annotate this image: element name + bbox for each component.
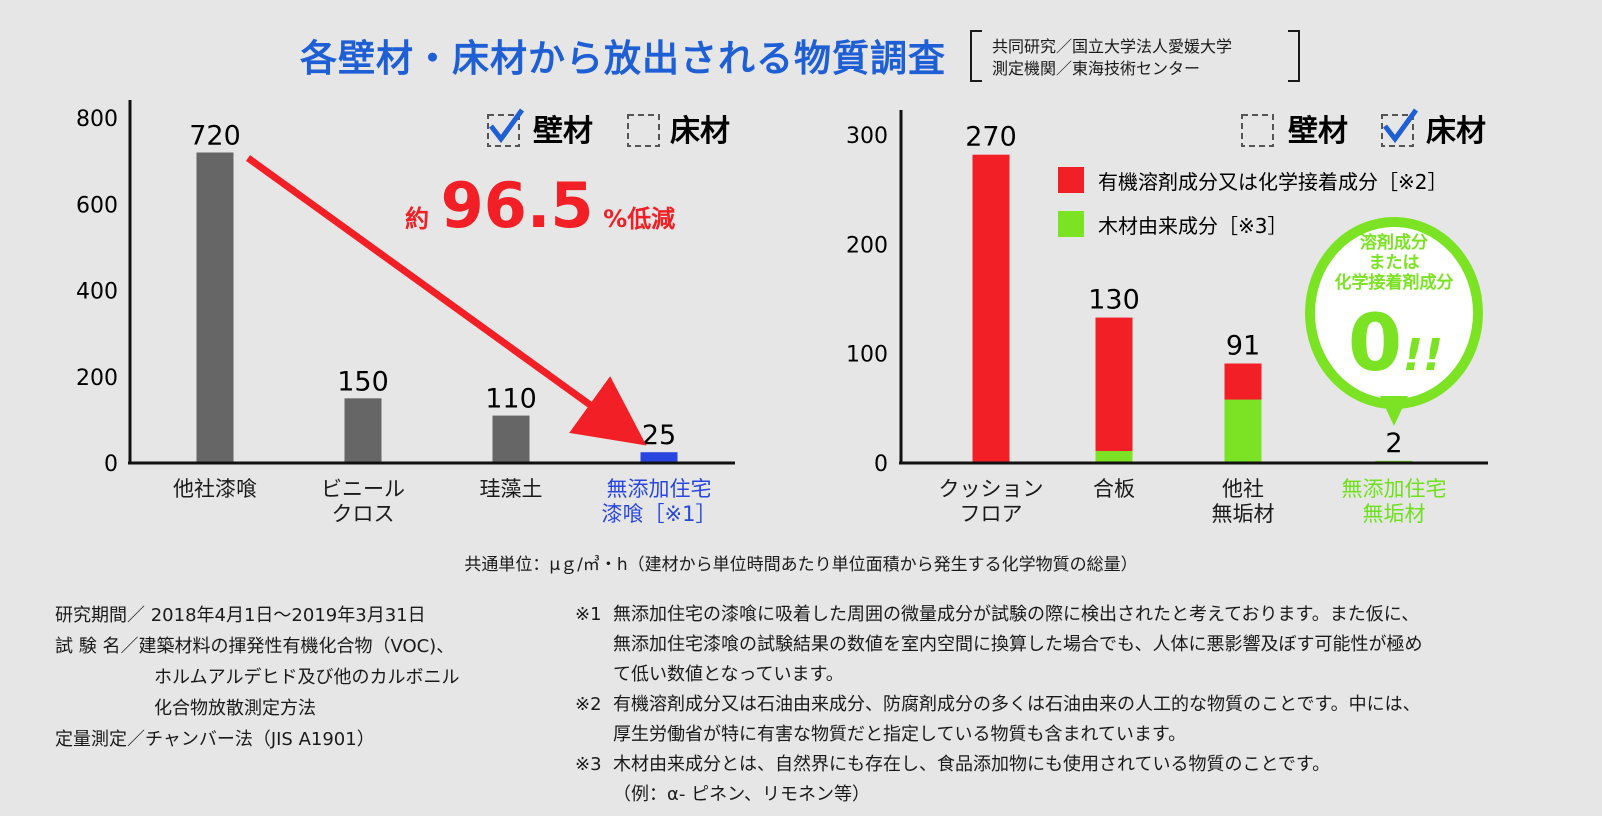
footnote-mark: ※3 (575, 754, 602, 775)
category-label: クロス (332, 502, 395, 526)
category-label: クッション (939, 477, 1044, 501)
floor-toggle-label: 床材 (1426, 114, 1486, 149)
footnote-line: 木材由来成分とは、自然界にも存在し、食品添加物にも使用されている物質のことです。 (613, 754, 1331, 775)
y-tick-label: 200 (846, 233, 888, 258)
footnote-line: 厚生労働省が特に有害な物質だと指定している物質も含まれています。 (613, 724, 1187, 745)
y-tick-label: 0 (104, 452, 118, 477)
study-test-name: 試 験 名／建築材料の揮発性有機化合物（VOC)、 (55, 636, 455, 657)
value-label: 720 (189, 121, 241, 152)
page-title: 各壁材・床材から放出される物質調査 (300, 37, 946, 80)
legend-label-organic: 有機溶剤成分又は化学接着成分［※2］ (1098, 170, 1447, 194)
bracket-right (1288, 30, 1300, 82)
y-tick-label: 100 (846, 343, 888, 368)
footnote-3: ※3 木材由来成分とは、自然界にも存在し、食品添加物にも使用されている物質のこと… (575, 750, 1565, 810)
bubble-line-2: または (1369, 253, 1420, 273)
category-label: ビニール (321, 477, 405, 501)
credit-box: 共同研究／国立大学法人愛媛大学 測定機関／東海技術センター (970, 30, 1300, 82)
bar-segment-wood (1095, 450, 1133, 463)
footnote-mark: ※1 (575, 604, 602, 625)
category-label: 他社 (1222, 477, 1264, 501)
study-test-name-3: 化合物放散測定方法 (154, 698, 316, 719)
bubble-zero: 0 (1348, 299, 1402, 389)
bubble-exclamation: !! (1403, 330, 1443, 381)
wall-toggle-label: 壁材 (533, 114, 593, 149)
category-label: 無添加住宅 (607, 477, 712, 501)
bar (492, 415, 530, 463)
wall-toggle-label: 壁材 (1288, 114, 1348, 149)
y-tick-label: 0 (874, 452, 888, 477)
y-tick-label: 300 (846, 124, 888, 149)
bar-segment-organic (1224, 363, 1262, 400)
reduction-arrow (245, 155, 647, 446)
credit-line-2: 測定機関／東海技術センター (992, 59, 1201, 78)
study-method: 定量測定／チャンバー法（JIS A1901） (55, 729, 375, 750)
checkmark-icon (1383, 108, 1419, 144)
y-tick-label: 400 (76, 280, 118, 305)
study-info: 研究期間／ 2018年4月1日～2019年3月31日 試 験 名／建築材料の揮発… (55, 600, 459, 755)
checkmark-icon (489, 108, 525, 144)
value-label: 25 (642, 420, 676, 451)
floor-toggle-label: 床材 (670, 114, 730, 149)
credit-line-1: 共同研究／国立大学法人愛媛大学 (992, 37, 1233, 56)
bar-segment-organic (972, 154, 1010, 463)
y-tick-label: 200 (76, 366, 118, 391)
bubble-line-1: 溶剤成分 (1360, 232, 1428, 253)
footnote-1: ※1 無添加住宅の漆喰に吸着した周囲の微量成分が試験の際に検出されたと考えており… (575, 600, 1565, 690)
category-label: 無垢材 (1363, 502, 1426, 526)
value-label: 91 (1226, 331, 1260, 362)
footnote-2: ※2 有機溶剤成分又は石油由来成分、防腐剤成分の多くは石油由来の人工的な物質のこ… (575, 690, 1565, 750)
wall-toggle-checkbox[interactable] (487, 108, 525, 147)
unit-note: 共通単位：μｇ/㎥・h（建材から単位時間あたり単位面積から発生する化学物質の総量… (464, 555, 1138, 575)
value-label: 130 (1088, 285, 1140, 316)
floor-toggle-checkbox[interactable] (1381, 108, 1419, 147)
bar-segment-wood (1224, 399, 1262, 463)
bracket-left (970, 30, 982, 82)
footnote-line: 無添加住宅の漆喰に吸着した周囲の微量成分が試験の際に検出されたと考えております。… (613, 604, 1420, 625)
bar (344, 398, 382, 463)
category-label: 無垢材 (1212, 502, 1275, 526)
bar (196, 152, 234, 463)
zero-bubble: 溶剤成分 または 化学接着剤成分 0 !! (1305, 217, 1483, 426)
reduction-annotation: 約 96.5 %低減 (405, 169, 675, 242)
value-label: 110 (485, 384, 537, 415)
footnote-mark: ※2 (575, 694, 602, 715)
bubble-line-3: 化学接着剤成分 (1335, 272, 1454, 293)
value-label: 270 (965, 122, 1017, 153)
category-label: 珪藻土 (480, 477, 543, 501)
wall-toggle-checkbox[interactable] (1241, 114, 1274, 147)
footnotes: ※1 無添加住宅の漆喰に吸着した周囲の微量成分が試験の際に検出されたと考えており… (575, 600, 1565, 810)
category-label: 合板 (1093, 477, 1135, 501)
category-label: フロア (960, 502, 1023, 526)
value-label: 2 (1385, 428, 1402, 459)
floor-toggle-checkbox[interactable] (627, 114, 660, 147)
bar-segment-organic (1095, 317, 1133, 451)
y-tick-label: 800 (76, 107, 118, 132)
footnote-line: （例：α- ピネン、リモネン等） (613, 784, 871, 805)
category-label: 漆喰［※1］ (602, 502, 717, 526)
value-label: 150 (337, 366, 389, 397)
footnote-line: て低い数値となっています。 (613, 664, 844, 685)
legend-label-wood: 木材由来成分［※3］ (1098, 214, 1287, 238)
category-label: 無添加住宅 (1342, 477, 1447, 501)
y-tick-label: 600 (76, 193, 118, 218)
bar (640, 452, 678, 463)
legend-swatch-organic (1058, 167, 1084, 193)
footnote-line: 有機溶剤成分又は石油由来成分、防腐剤成分の多くは石油由来の人工的な物質のことです… (613, 694, 1421, 715)
category-label: 他社漆喰 (173, 477, 257, 501)
study-test-name-2: ホルムアルデヒド及び他のカルボニル (154, 667, 460, 688)
legend-swatch-wood (1058, 211, 1084, 237)
study-period: 研究期間／ 2018年4月1日～2019年3月31日 (55, 605, 426, 626)
footnote-line: 無添加住宅漆喰の試験結果の数値を室内空間に換算した場合でも、人体に悪影響及ぼす可… (613, 634, 1423, 655)
